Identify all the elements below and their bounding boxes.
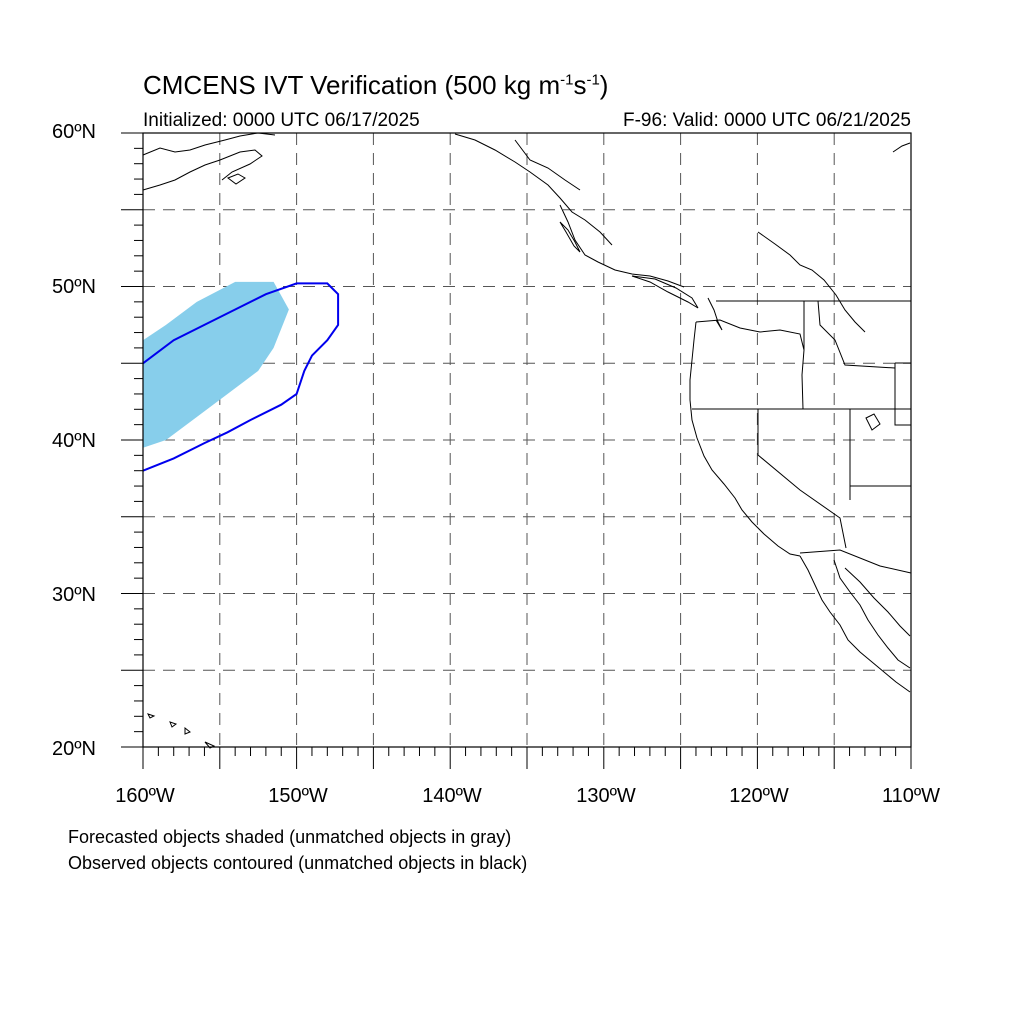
political-borders bbox=[514, 139, 912, 574]
legend-note-observed: Observed objects contoured (unmatched ob… bbox=[68, 853, 528, 873]
ca-nv-border bbox=[757, 409, 847, 549]
alaska-canada-border bbox=[514, 139, 581, 191]
alaska-south-coast bbox=[142, 132, 276, 156]
valid-time-label: F-96: Valid: 0000 UTC 06/21/2025 bbox=[623, 110, 911, 131]
lat-lon-grid bbox=[143, 133, 911, 747]
us-west-coast bbox=[689, 321, 801, 557]
map-title: CMCENS IVT Verification (500 kg m-1s-1) bbox=[143, 70, 609, 100]
puget-sound bbox=[707, 297, 723, 331]
lon-label-160w: 160ºW bbox=[115, 785, 175, 807]
init-time-label: Initialized: 0000 UTC 06/17/2025 bbox=[143, 110, 420, 131]
alaska-peninsula-coast bbox=[142, 149, 263, 191]
map-frame bbox=[142, 132, 912, 748]
hawaii-kauai bbox=[147, 713, 156, 719]
gulf-of-california-east bbox=[844, 567, 911, 637]
hawaii-oahu bbox=[169, 721, 178, 728]
hudson-bay-edge bbox=[892, 142, 911, 153]
lat-label-50: 50ºN bbox=[52, 276, 96, 298]
observed-ivt-contour bbox=[142, 282, 340, 472]
lat-label-40: 40ºN bbox=[52, 430, 96, 452]
lat-label-60: 60ºN bbox=[52, 121, 96, 143]
baja-east-coast bbox=[833, 559, 911, 669]
legend-note-forecast: Forecasted objects shaded (unmatched obj… bbox=[68, 827, 512, 847]
lon-label-140w: 140ºW bbox=[422, 785, 482, 807]
lon-label-150w: 150ºW bbox=[268, 785, 328, 807]
us-mexico-border bbox=[799, 549, 912, 574]
lon-label-110w: 110ºW bbox=[881, 785, 941, 807]
axis-ticks bbox=[121, 132, 912, 769]
forecast-ivt-object bbox=[143, 281, 289, 448]
alaska-panhandle-coast bbox=[454, 133, 613, 246]
lon-label-120w: 120ºW bbox=[729, 785, 789, 807]
baja-west-coast bbox=[799, 555, 911, 693]
kodiak-island bbox=[226, 173, 246, 185]
wyoming-west-border bbox=[894, 362, 911, 426]
lakes bbox=[865, 413, 881, 431]
vancouver-island bbox=[631, 275, 699, 309]
hawaii-maui bbox=[184, 726, 191, 735]
haida-gwaii bbox=[559, 221, 581, 253]
or-wa-border bbox=[695, 319, 805, 351]
lon-label-130w: 130ºW bbox=[576, 785, 636, 807]
great-salt-lake-icon bbox=[865, 413, 881, 431]
lat-label-30: 30ºN bbox=[52, 584, 96, 606]
coastlines bbox=[142, 132, 911, 749]
bc-outer-coast bbox=[559, 204, 685, 288]
montana-border bbox=[817, 300, 896, 369]
lat-label-20: 20ºN bbox=[52, 738, 96, 760]
canada-provincial-border bbox=[757, 231, 866, 333]
idaho-west-border bbox=[801, 301, 805, 410]
